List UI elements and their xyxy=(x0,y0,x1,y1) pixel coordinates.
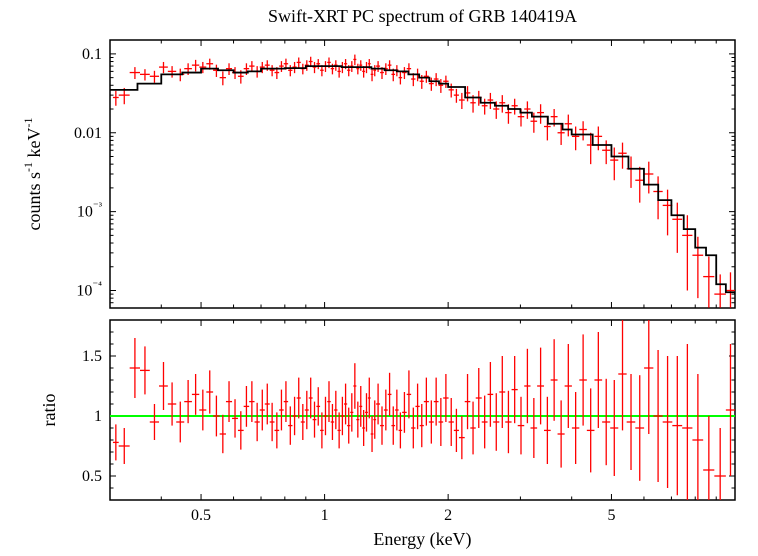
y-bottom-axis-label: ratio xyxy=(39,394,59,427)
x-tick-label: 1 xyxy=(321,507,329,524)
chart-title: Swift-XRT PC spectrum of GRB 140419A xyxy=(268,6,577,26)
y-top-tick-label: 0.1 xyxy=(82,46,102,63)
y-bottom-tick-label: 1.5 xyxy=(82,348,102,365)
spectrum-chart: Swift-XRT PC spectrum of GRB 140419A 0.5 1… xyxy=(0,0,758,556)
y-top-tick-label: 0.01 xyxy=(74,125,102,142)
x-tick-label: 5 xyxy=(607,507,615,524)
x-tick-label: 0.5 xyxy=(191,507,211,524)
x-tick-label: 2 xyxy=(444,507,452,524)
y-bottom-tick-label: 1 xyxy=(94,408,102,425)
y-top-axis-label: counts s-1 keV-1 xyxy=(21,118,44,231)
y-bottom-tick-label: 0.5 xyxy=(82,468,102,485)
x-axis-label: Energy (keV) xyxy=(373,529,471,550)
